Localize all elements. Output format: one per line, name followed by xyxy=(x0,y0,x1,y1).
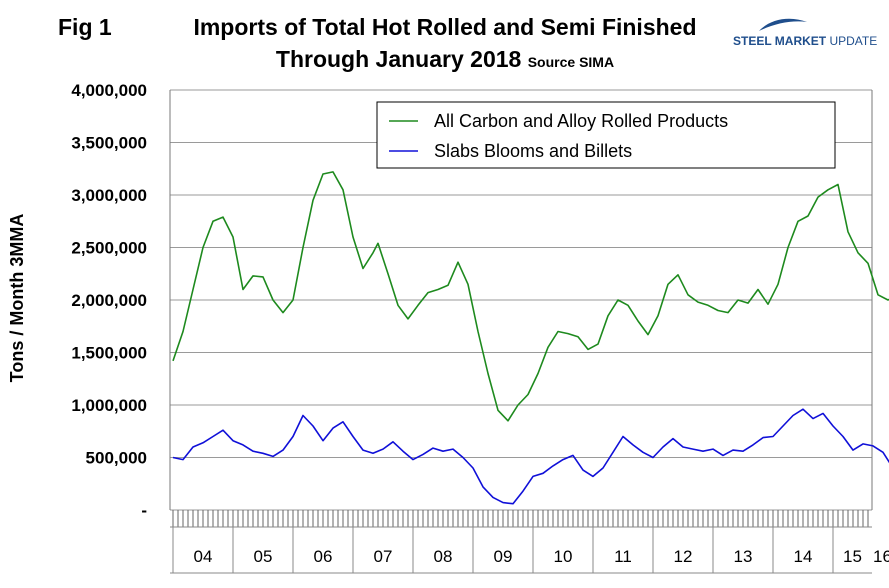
legend-label-carbon: All Carbon and Alloy Rolled Products xyxy=(434,111,728,131)
y-tick-label: 3,500,000 xyxy=(71,134,147,153)
x-tick-label: 05 xyxy=(254,547,273,566)
y-tick-labels: - 500,000 1,000,000 1,500,000 2,000,000 2,500… xyxy=(71,81,147,520)
x-tick-label: 12 xyxy=(674,547,693,566)
legend-box xyxy=(376,101,836,169)
brand-swoosh-icon xyxy=(759,18,807,31)
x-tick-label: 06 xyxy=(314,547,333,566)
x-tick-label: 15 xyxy=(843,547,862,566)
y-tick-label: 500,000 xyxy=(86,449,147,468)
brand-logo: STEEL MARKET UPDATE xyxy=(733,34,877,48)
series-line-slabs xyxy=(172,408,889,505)
figure-label: Fig 1 xyxy=(58,14,112,40)
x-tick-label: 16 xyxy=(873,547,889,566)
x-tick-label: 10 xyxy=(554,547,573,566)
chart-title-line-1: Imports of Total Hot Rolled and Semi Fin… xyxy=(193,14,697,40)
y-tick-label: 2,000,000 xyxy=(71,291,147,310)
y-tick-label: - xyxy=(141,501,147,520)
y-axis-label: Tons / Month 3MMA xyxy=(7,214,27,383)
series-lines xyxy=(172,171,889,505)
y-tick-label: 1,500,000 xyxy=(71,344,147,363)
x-tick-label: 14 xyxy=(794,547,813,566)
y-tick-label: 2,500,000 xyxy=(71,239,147,258)
x-tick-label: 11 xyxy=(614,547,632,566)
chart-source-label: Source SIMA xyxy=(527,54,615,70)
series-line-carbon xyxy=(172,171,889,422)
legend: All Carbon and Alloy Rolled Products Sla… xyxy=(376,101,836,169)
brand-logo-bold: STEEL MARKET xyxy=(733,34,827,48)
x-tick-label: 08 xyxy=(434,547,453,566)
gridlines xyxy=(169,89,873,511)
x-tick-label: 09 xyxy=(494,547,513,566)
legend-label-slabs: Slabs Blooms and Billets xyxy=(434,141,632,161)
chart-title-line-2: Through January 2018 Source SIMA xyxy=(140,46,750,73)
brand-logo-light: UPDATE xyxy=(829,34,878,48)
y-tick-label: 1,000,000 xyxy=(71,396,147,415)
y-tick-label: 3,000,000 xyxy=(71,186,147,205)
x-tick-label: 13 xyxy=(734,547,753,566)
y-tick-label: 4,000,000 xyxy=(71,81,147,100)
x-tick-label: 07 xyxy=(374,547,393,566)
x-axis: 040506070809101112131415161718 xyxy=(170,510,889,574)
x-tick-label: 04 xyxy=(194,547,213,566)
chart-title-line-2-text: Through January 2018 xyxy=(275,46,522,72)
